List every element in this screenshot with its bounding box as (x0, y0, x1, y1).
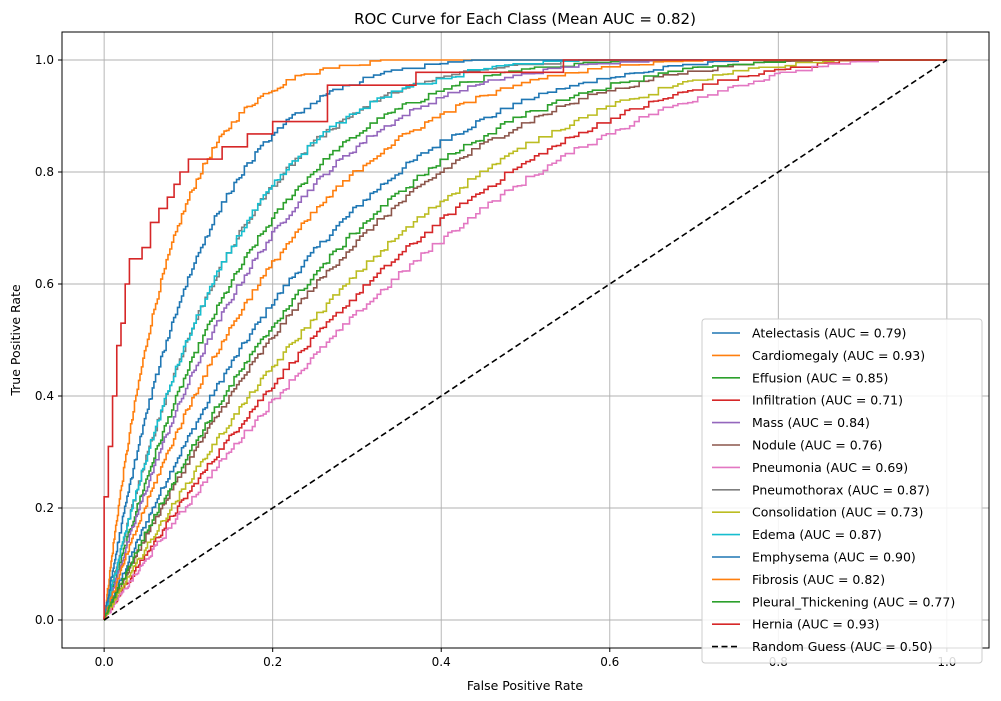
y-axis-title: True Positive Rate (8, 284, 23, 397)
y-tick-label: 0.6 (35, 277, 54, 291)
legend-label: Atelectasis (AUC = 0.79) (752, 326, 906, 341)
legend-box (701, 318, 983, 664)
y-tick-label: 1.0 (35, 53, 54, 67)
legend-label: Pleural_Thickening (AUC = 0.77) (752, 594, 955, 609)
legend-label: Infiltration (AUC = 0.71) (752, 393, 903, 408)
series-line-hernia (103, 59, 947, 620)
series-line-fibrosis (103, 59, 947, 621)
series-line-pleural-thickening (103, 59, 947, 621)
grid (62, 32, 989, 648)
legend-label: Effusion (AUC = 0.85) (752, 370, 888, 385)
series-line-mass (103, 59, 947, 621)
series-line-nodule (103, 59, 947, 621)
x-tick-label: 0.4 (432, 655, 451, 669)
y-tick-label: 0.0 (35, 613, 54, 627)
y-tick-label: 0.2 (35, 501, 54, 515)
legend-label: Emphysema (AUC = 0.90) (752, 550, 916, 565)
legend-label: Cardiomegaly (AUC = 0.93) (752, 348, 925, 363)
x-tick-label: 0.0 (95, 655, 114, 669)
legend-label: Random Guess (AUC = 0.50) (752, 639, 932, 654)
chart-title: ROC Curve for Each Class (Mean AUC = 0.8… (354, 10, 696, 28)
y-tick-label: 0.8 (35, 165, 54, 179)
x-tick-label: 0.2 (263, 655, 282, 669)
legend-label: Hernia (AUC = 0.93) (752, 617, 879, 632)
series-group (103, 59, 948, 621)
y-tick-label: 0.4 (35, 389, 54, 403)
legend-label: Fibrosis (AUC = 0.82) (752, 572, 885, 587)
legend-label: Pneumothorax (AUC = 0.87) (752, 482, 930, 497)
legend-label: Consolidation (AUC = 0.73) (752, 505, 923, 520)
legend-label: Pneumonia (AUC = 0.69) (752, 460, 908, 475)
plot-frame (61, 31, 990, 649)
legend-label: Mass (AUC = 0.84) (752, 415, 870, 430)
x-tick-label: 0.6 (600, 655, 619, 669)
legend: Atelectasis (AUC = 0.79) Cardiomegaly (AU… (701, 318, 983, 664)
legend-label: Nodule (AUC = 0.76) (752, 438, 882, 453)
series-line-pneumonia (103, 59, 947, 621)
x-axis-title: False Positive Rate (467, 678, 583, 693)
series-line-infiltration (103, 59, 947, 621)
series-line-effusion (103, 59, 947, 621)
series-line-consolidation (103, 59, 947, 621)
series-line-atelectasis (103, 59, 947, 621)
y-axis-ticks: 0.0 0.2 0.4 0.6 0.8 1.0 (35, 53, 62, 627)
series-line-random (103, 59, 948, 621)
legend-label: Edema (AUC = 0.87) (752, 527, 882, 542)
